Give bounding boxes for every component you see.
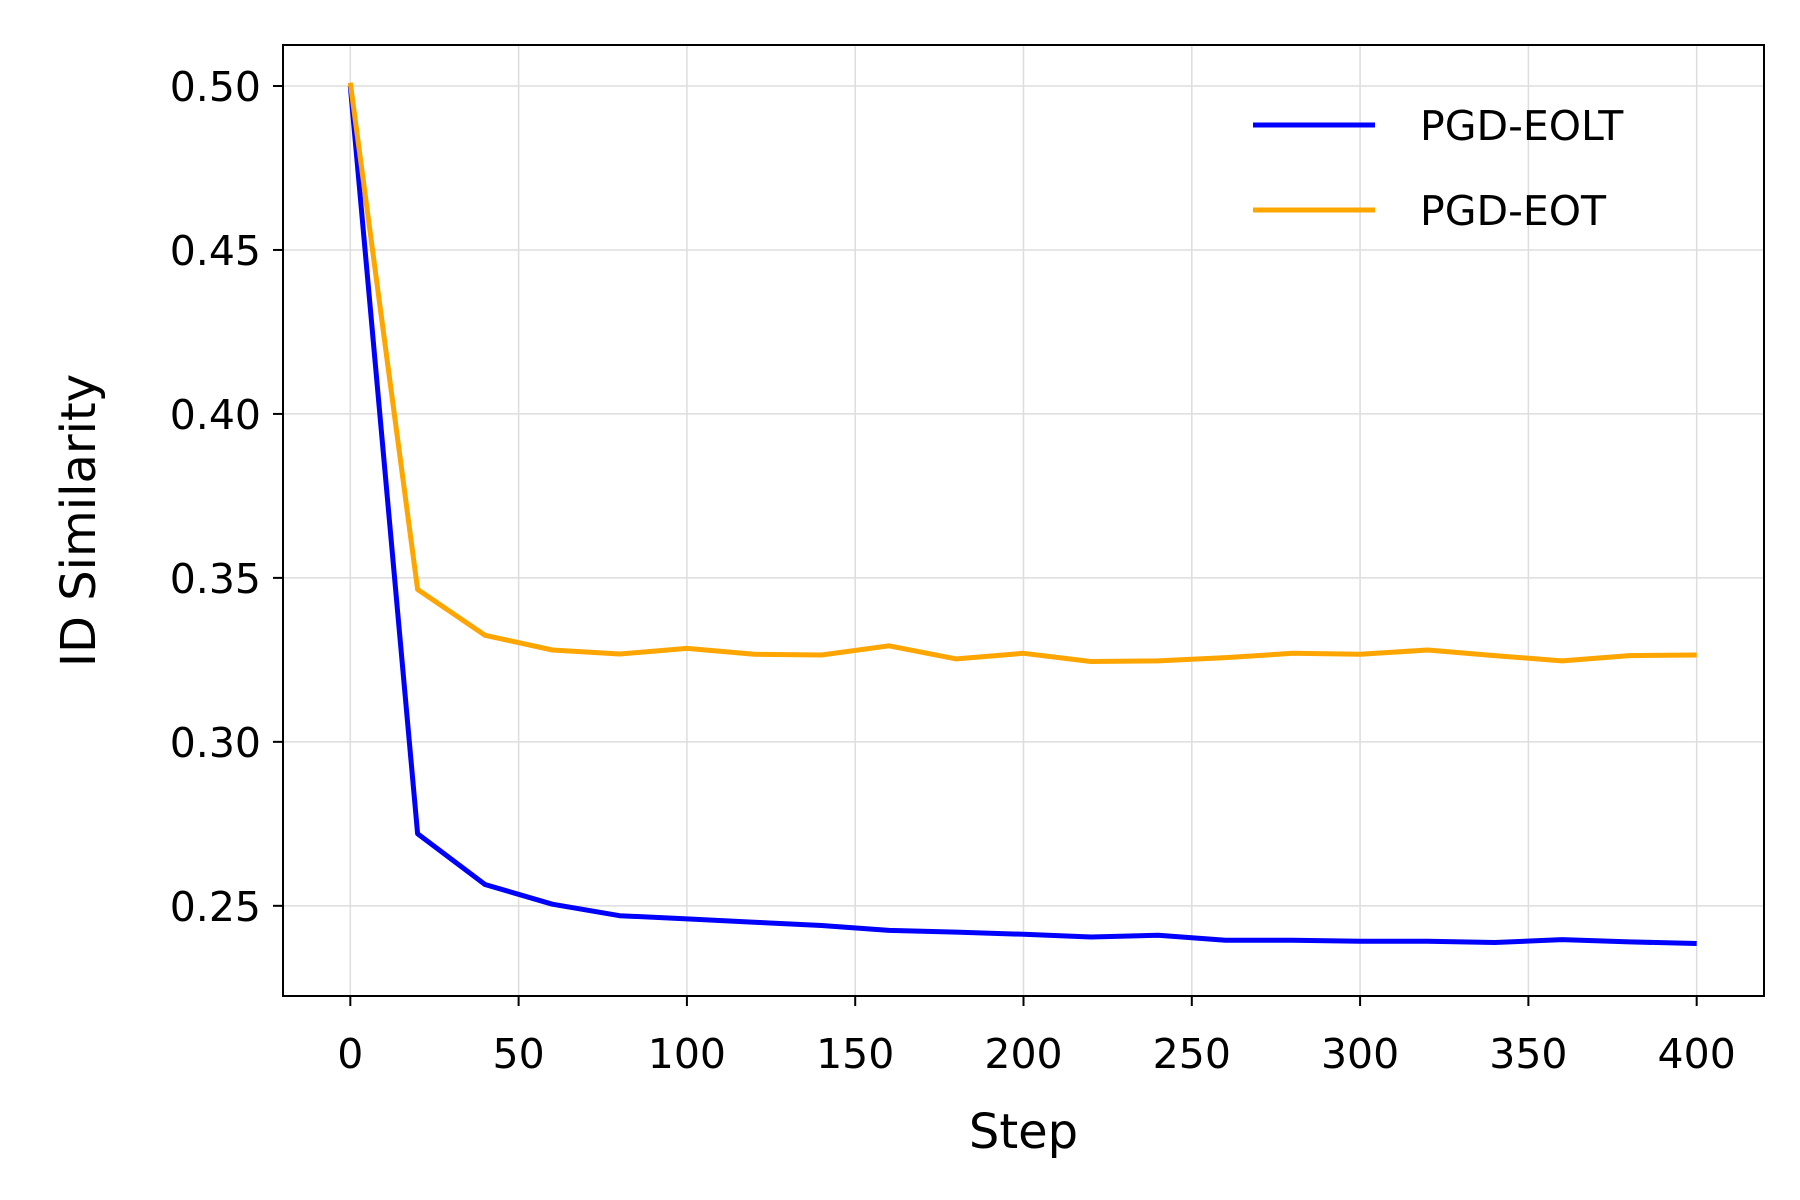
- x-axis-ticks: 0 50 100 150 200 250 300 350 400: [337, 996, 1736, 1078]
- x-tick-label: 100: [648, 1030, 726, 1078]
- y-axis-ticks: 0.25 0.30 0.35 0.40 0.45 0.50: [170, 63, 283, 931]
- x-tick-label: 400: [1658, 1030, 1736, 1078]
- x-tick-label: 350: [1489, 1030, 1567, 1078]
- x-tick-label: 150: [816, 1030, 894, 1078]
- y-tick-label: 0.40: [170, 391, 261, 439]
- x-tick-label: 250: [1153, 1030, 1231, 1078]
- x-tick-label: 200: [984, 1030, 1062, 1078]
- y-tick-label: 0.45: [170, 227, 261, 275]
- x-tick-label: 300: [1321, 1030, 1399, 1078]
- series-line-pgd-eot: [347, 82, 1697, 664]
- series-lines: [347, 82, 1697, 946]
- x-tick-label: 0: [337, 1030, 363, 1078]
- grid-lines: [283, 45, 1764, 996]
- legend-label-pgd-eot: PGD-EOT: [1420, 187, 1607, 235]
- y-tick-label: 0.50: [170, 63, 261, 111]
- y-axis-title: ID Similarity: [51, 374, 107, 667]
- y-tick-label: 0.25: [170, 883, 261, 931]
- y-tick-label: 0.35: [170, 555, 261, 603]
- y-tick-label: 0.30: [170, 719, 261, 767]
- x-axis-title: Step: [969, 1104, 1078, 1160]
- legend: PGD-EOLT PGD-EOT: [1253, 102, 1624, 235]
- x-tick-label: 50: [493, 1030, 545, 1078]
- series-line-pgd-eolt: [347, 85, 1697, 946]
- legend-label-pgd-eolt: PGD-EOLT: [1420, 102, 1624, 150]
